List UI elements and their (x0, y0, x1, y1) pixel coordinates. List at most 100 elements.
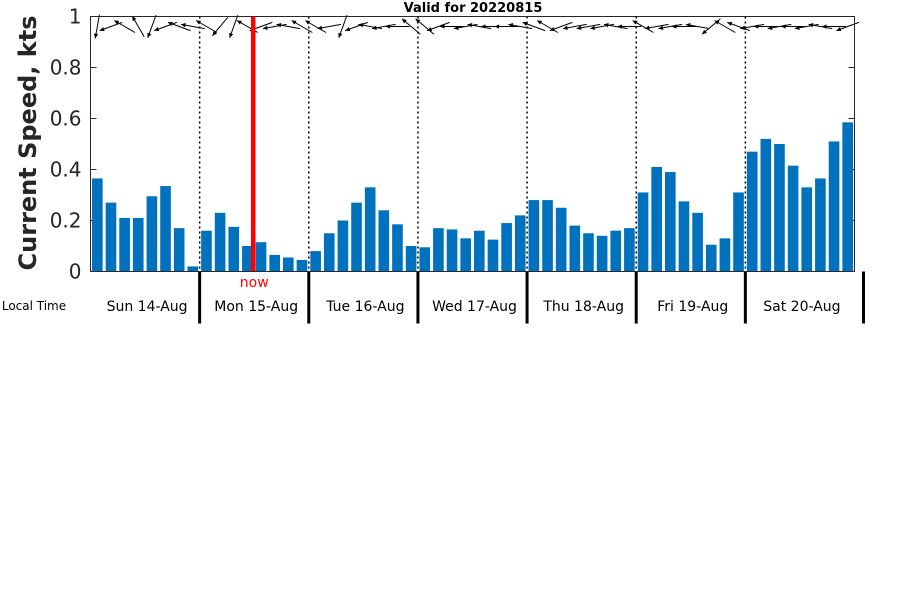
bar (787, 165, 799, 272)
bar (555, 207, 567, 272)
arrow-head (440, 24, 445, 29)
bar (433, 228, 444, 272)
direction-arrow (131, 15, 145, 38)
direction-arrow (536, 20, 559, 33)
arrow-head (727, 21, 733, 26)
arrow-head (822, 24, 827, 29)
direction-arrow (345, 21, 368, 32)
bar (242, 246, 253, 272)
arrow-head (671, 24, 677, 29)
arrow-head (781, 24, 786, 29)
direction-arrow (740, 23, 765, 30)
bar (569, 225, 581, 272)
direction-arrow (508, 23, 533, 30)
bar (501, 223, 512, 272)
direction-arrow (371, 23, 396, 30)
bar (487, 239, 499, 272)
arrow-head (114, 20, 120, 25)
day-label: Wed 17-Aug (432, 299, 517, 315)
bar (774, 144, 785, 272)
arrow-head (345, 27, 351, 32)
direction-arrow (415, 18, 435, 35)
arrow-head (167, 21, 173, 26)
direction-arrow (781, 24, 806, 29)
y-tick-label: 1 (69, 5, 82, 29)
direction-arrow (836, 21, 860, 32)
direction-arrow (808, 23, 833, 30)
y-tick-label: 0 (69, 260, 82, 284)
y-tick-label: 0.8 (50, 56, 82, 80)
direction-arrow (767, 23, 792, 30)
bar (719, 238, 731, 272)
direction-arrow (440, 24, 465, 29)
bar (583, 233, 594, 272)
direction-arrow (714, 20, 736, 33)
arrow-head (276, 23, 282, 28)
arrow-head (576, 25, 582, 30)
arrow-head (767, 25, 773, 30)
day-label: Sat 20-Aug (763, 299, 840, 315)
bar (296, 260, 308, 272)
direction-arrow (385, 24, 410, 29)
y-axis-title: Current Speed, kts (14, 16, 42, 271)
y-tick-label: 0.2 (50, 209, 82, 233)
now-marker: now (240, 16, 269, 291)
direction-arrow (467, 23, 492, 30)
arrow-head (480, 24, 486, 29)
day-label: Fri 19-Aug (657, 299, 728, 315)
arrow-head (291, 20, 297, 25)
direction-arrow (685, 23, 710, 30)
bar (528, 200, 540, 272)
arrow-head (358, 23, 364, 28)
arrow-head (338, 32, 343, 38)
bar (514, 215, 526, 272)
bar (828, 141, 840, 272)
direction-arrow (113, 20, 136, 33)
arrow-head (603, 23, 609, 28)
arrow-head (658, 25, 664, 30)
arrow-head (794, 25, 800, 30)
direction-arrow (644, 23, 669, 30)
bar (419, 247, 431, 272)
arrow-head (753, 24, 759, 29)
direction-arrow (167, 21, 191, 32)
day-label: Tue 16-Aug (325, 299, 404, 315)
bar (460, 238, 471, 272)
arrow-head (93, 33, 99, 39)
direction-arrow (212, 16, 229, 37)
bar (378, 210, 390, 272)
arrow-head (617, 24, 622, 29)
day-label: Mon 15-Aug (214, 299, 298, 315)
bar (624, 228, 635, 272)
day-label: Sun 14-Aug (107, 299, 188, 315)
arrow-head (237, 20, 242, 25)
arrow-head (590, 25, 596, 30)
bar (132, 217, 144, 272)
bar (214, 212, 226, 272)
direction-arrow (154, 21, 177, 32)
bar (310, 251, 321, 272)
direction-arrow (338, 15, 348, 38)
arrow-head (644, 25, 650, 30)
arrow-head (836, 27, 842, 32)
bar (760, 138, 772, 272)
arrow-head (494, 24, 500, 29)
local-time-label: Local Time (2, 299, 66, 313)
arrow-head (453, 25, 459, 30)
direction-arrow (99, 21, 123, 32)
arrow-head (563, 25, 568, 30)
arrow-head (385, 24, 390, 29)
arrow-head (508, 23, 514, 28)
bar (92, 178, 103, 272)
day-labels: Sun 14-Aug Mon 15-Aug Tue 16-Aug Wed 17-Aug… (107, 299, 841, 315)
arrow-head (714, 20, 720, 25)
bar (337, 220, 349, 272)
direction-arrow (317, 23, 342, 30)
arrow-head (181, 23, 186, 28)
bar-series (92, 122, 853, 272)
bar (392, 224, 403, 272)
arrow-head (549, 27, 555, 32)
bar (665, 172, 676, 272)
direction-arrow (180, 23, 205, 30)
direction-arrow (93, 14, 100, 39)
